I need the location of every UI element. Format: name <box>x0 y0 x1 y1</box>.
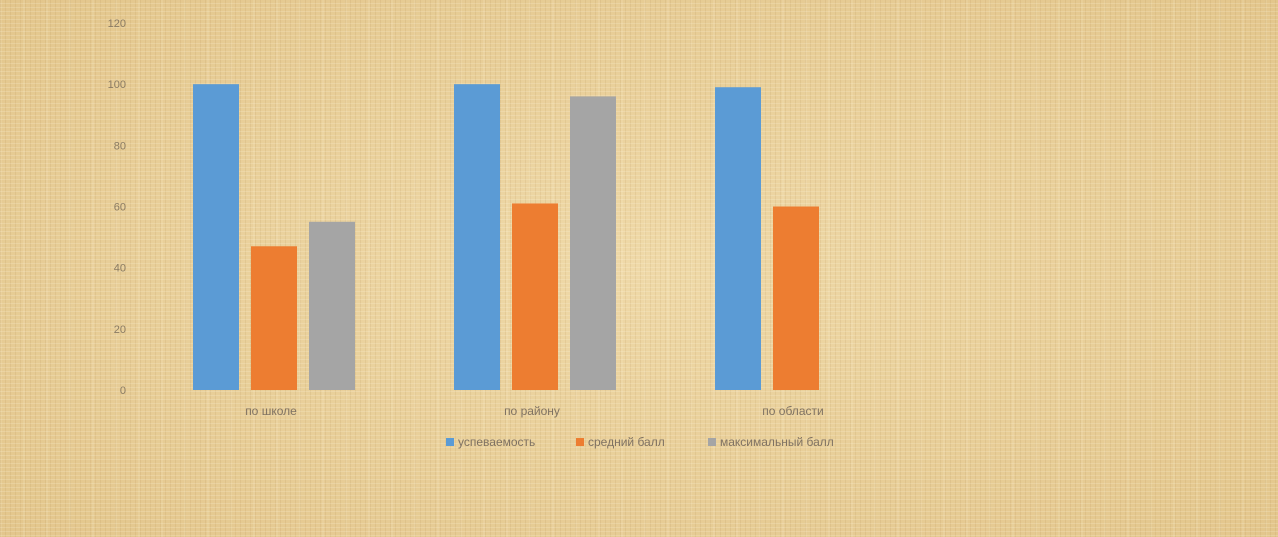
bar-maksimalnyy-ball <box>309 221 355 390</box>
bars <box>193 84 819 391</box>
y-tick-label: 60 <box>114 202 126 214</box>
bar-uspevaemost <box>454 84 500 391</box>
legend-label: максимальный балл <box>720 435 834 449</box>
category-label: по области <box>762 404 823 418</box>
legend: успеваемость средний балл максимальный бал… <box>446 435 834 449</box>
chart-area: 0 20 40 60 80 100 120 по школе по району по обла… <box>8 0 1270 532</box>
x-axis: по школе по району по области <box>245 404 824 418</box>
chart-svg: 0 20 40 60 80 100 120 по школе по району по обла… <box>108 18 834 449</box>
bar-sredniy-ball <box>251 246 297 390</box>
legend-label: успеваемость <box>458 435 535 449</box>
bar-maksimalnyy-ball <box>570 96 616 391</box>
y-tick-label: 100 <box>108 79 126 91</box>
y-tick-label: 80 <box>114 140 126 152</box>
legend-swatch <box>708 438 716 446</box>
bar-sredniy-ball <box>512 203 558 390</box>
y-tick-label: 0 <box>120 385 126 397</box>
y-tick-label: 120 <box>108 18 126 30</box>
legend-swatch <box>446 438 454 446</box>
category-label: по району <box>504 404 560 418</box>
bar-uspevaemost <box>193 84 239 391</box>
bar-uspevaemost <box>715 87 761 390</box>
legend-swatch <box>576 438 584 446</box>
y-axis: 0 20 40 60 80 100 120 <box>108 18 126 397</box>
y-tick-label: 40 <box>114 263 126 275</box>
y-tick-label: 20 <box>114 324 126 336</box>
category-label: по школе <box>245 404 297 418</box>
bar-sredniy-ball <box>773 206 819 390</box>
legend-label: средний балл <box>588 435 665 449</box>
